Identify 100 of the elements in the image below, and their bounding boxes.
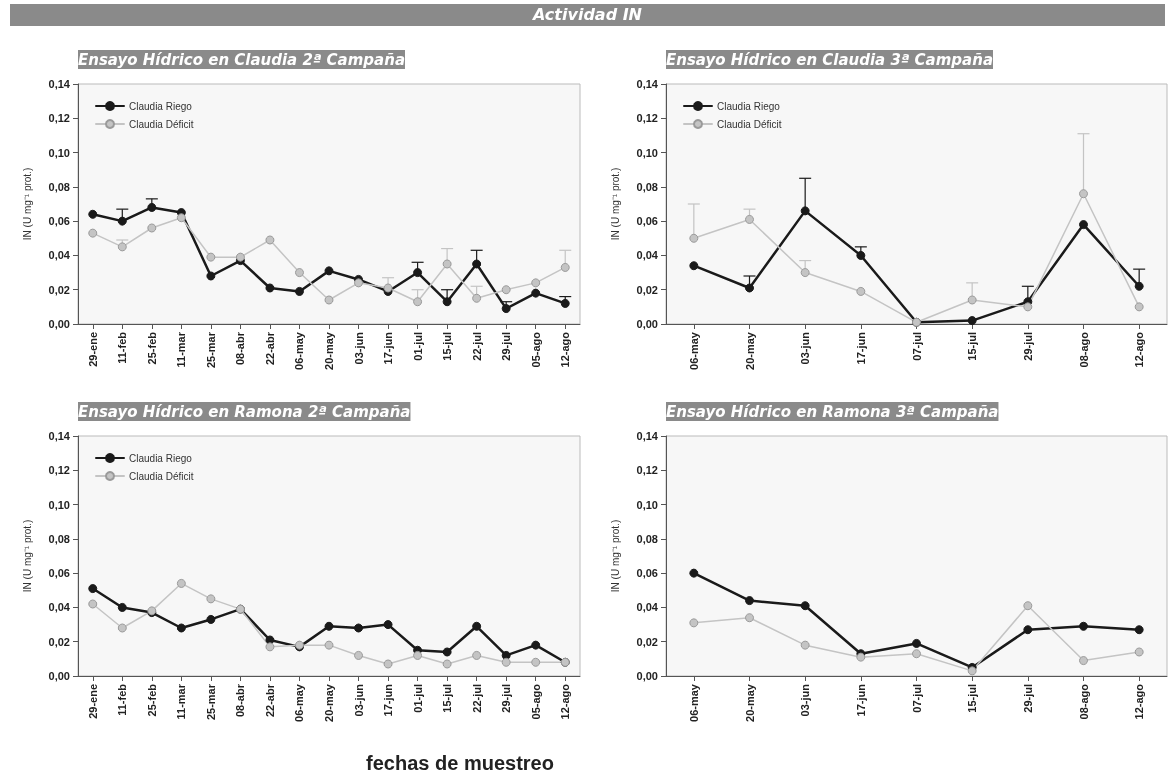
x-tick-label: 20-may (323, 683, 335, 722)
y-tick-label: 0,12 (48, 112, 70, 125)
x-tick-label: 20-may (323, 331, 335, 370)
legend-label: Claudia Déficit (129, 470, 194, 482)
y-tick-label: 0,04 (636, 249, 659, 262)
x-tick-label: 17-jun (382, 331, 395, 365)
y-axis-title: IN (U mg⁻¹ prot.) (609, 167, 621, 241)
y-tick-label: 0,08 (636, 180, 658, 193)
y-tick-label: 0,14 (48, 430, 71, 442)
y-tick-label: 0,02 (636, 635, 658, 648)
y-tick-label: 0,12 (636, 464, 658, 477)
y-tick-label: 0,10 (48, 498, 70, 511)
x-tick-label: 03-jun (799, 683, 812, 717)
y-axis-title: IN (U mg⁻¹ prot.) (609, 519, 621, 593)
x-tick-label: 15-jul (441, 332, 454, 361)
y-tick-label: 0,00 (48, 670, 70, 682)
x-tick-label: 06-may (293, 683, 306, 722)
x-tick-label: 29-jul (1021, 332, 1034, 361)
y-tick-label: 0,06 (636, 567, 658, 580)
x-tick-label: 17-jun (854, 331, 867, 365)
x-tick-label: 05-ago (529, 331, 542, 368)
x-tick-label: 11-mar (175, 683, 188, 720)
x-tick-label: 08-ago (1077, 683, 1090, 720)
x-tick-label: 07-jul (910, 684, 923, 713)
x-tick-label: 22-abr (263, 331, 276, 366)
y-tick-label: 0,12 (48, 464, 70, 477)
x-tick-label: 03-jun (799, 331, 812, 365)
x-tick-label: 22-abr (263, 683, 276, 718)
x-tick-label: 03-jun (352, 331, 365, 365)
x-tick-label: 15-jul (966, 684, 979, 713)
y-tick-label: 0,14 (636, 78, 659, 90)
chart-title: Ensayo Hídrico en Claudia 3ª Campaña (666, 50, 993, 69)
chart-title: Ensayo Hídrico en Claudia 2ª Campaña (78, 50, 405, 69)
y-tick-label: 0,04 (48, 601, 71, 614)
x-tick-label: 25-mar (204, 331, 217, 369)
x-tick-label: 06-may (687, 683, 700, 722)
x-tick-label: 25-feb (145, 331, 158, 365)
y-tick-label: 0,10 (48, 146, 70, 159)
x-tick-label: 17-jun (854, 683, 867, 717)
x-tick-label: 29-jul (500, 332, 513, 361)
y-tick-label: 0,10 (636, 146, 658, 159)
x-tick-label: 25-mar (204, 683, 217, 721)
y-tick-label: 0,08 (48, 532, 70, 545)
x-tick-label: 12-ago (559, 331, 572, 368)
x-tick-label: 03-jun (352, 683, 365, 717)
x-tick-label: 11-mar (175, 331, 188, 368)
y-tick-label: 0,06 (636, 215, 658, 228)
x-tick-label: 12-ago (1133, 683, 1146, 720)
y-tick-label: 0,14 (48, 78, 71, 90)
legend-label: Claudia Riego (129, 100, 193, 112)
y-tick-label: 0,06 (48, 567, 70, 580)
x-tick-label: 07-jul (910, 332, 923, 361)
x-tick-label: 15-jul (441, 684, 454, 713)
y-tick-label: 0,06 (48, 215, 70, 228)
y-tick-label: 0,00 (48, 318, 70, 330)
x-tick-label: 22-jul (470, 684, 483, 713)
chart-title: Ensayo Hídrico en Ramona 3ª Campaña (666, 402, 999, 421)
x-tick-label: 05-ago (529, 683, 542, 720)
x-tick-label: 01-jul (411, 684, 424, 713)
chart-title: Ensayo Hídrico en Ramona 2ª Campaña (78, 402, 411, 421)
x-tick-label: 15-jul (966, 332, 979, 361)
y-tick-label: 0,04 (636, 601, 659, 614)
y-tick-label: 0,02 (48, 283, 70, 296)
x-tick-label: 20-may (743, 683, 756, 722)
y-tick-label: 0,00 (636, 318, 658, 330)
x-tick-label: 22-jul (470, 332, 483, 361)
y-tick-label: 0,00 (636, 670, 658, 682)
x-tick-label: 11-feb (116, 683, 129, 716)
y-tick-label: 0,04 (48, 249, 71, 262)
legend-label: Claudia Déficit (129, 118, 194, 130)
x-tick-label: 29-jul (1021, 684, 1034, 713)
y-tick-label: 0,10 (636, 498, 658, 511)
legend-label: Claudia Déficit (717, 118, 782, 130)
x-tick-label: 08-ago (1077, 331, 1090, 368)
x-tick-label: 25-feb (145, 683, 158, 717)
x-tick-label: 12-ago (1133, 331, 1146, 368)
x-tick-label: 08-abr (234, 683, 247, 718)
x-tick-label: 01-jul (411, 332, 424, 361)
y-tick-label: 0,02 (636, 283, 658, 296)
x-tick-label: 06-may (293, 331, 306, 370)
y-axis-title: IN (U mg⁻¹ prot.) (21, 519, 33, 593)
legend-label: Claudia Riego (717, 100, 781, 112)
y-tick-label: 0,02 (48, 635, 70, 648)
x-tick-label: 17-jun (382, 683, 395, 717)
y-tick-label: 0,12 (636, 112, 658, 125)
x-tick-label: 06-may (687, 331, 700, 370)
x-tick-label: 29-jul (500, 684, 513, 713)
x-tick-label: 29-ene (86, 684, 99, 719)
x-tick-label: 11-feb (116, 331, 129, 364)
y-axis-title: IN (U mg⁻¹ prot.) (21, 167, 33, 241)
y-tick-label: 0,08 (48, 180, 70, 193)
text: Actividad IN (10, 4, 1165, 26)
x-tick-label: 29-ene (86, 332, 99, 367)
y-tick-label: 0,08 (636, 532, 658, 545)
x-axis-title: fechas de muestreo (365, 752, 555, 775)
y-tick-label: 0,14 (636, 430, 659, 442)
legend-label: Claudia Riego (129, 452, 193, 464)
x-tick-label: 08-abr (234, 331, 247, 366)
x-tick-label: 12-ago (559, 683, 572, 720)
x-tick-label: 20-may (743, 331, 756, 370)
